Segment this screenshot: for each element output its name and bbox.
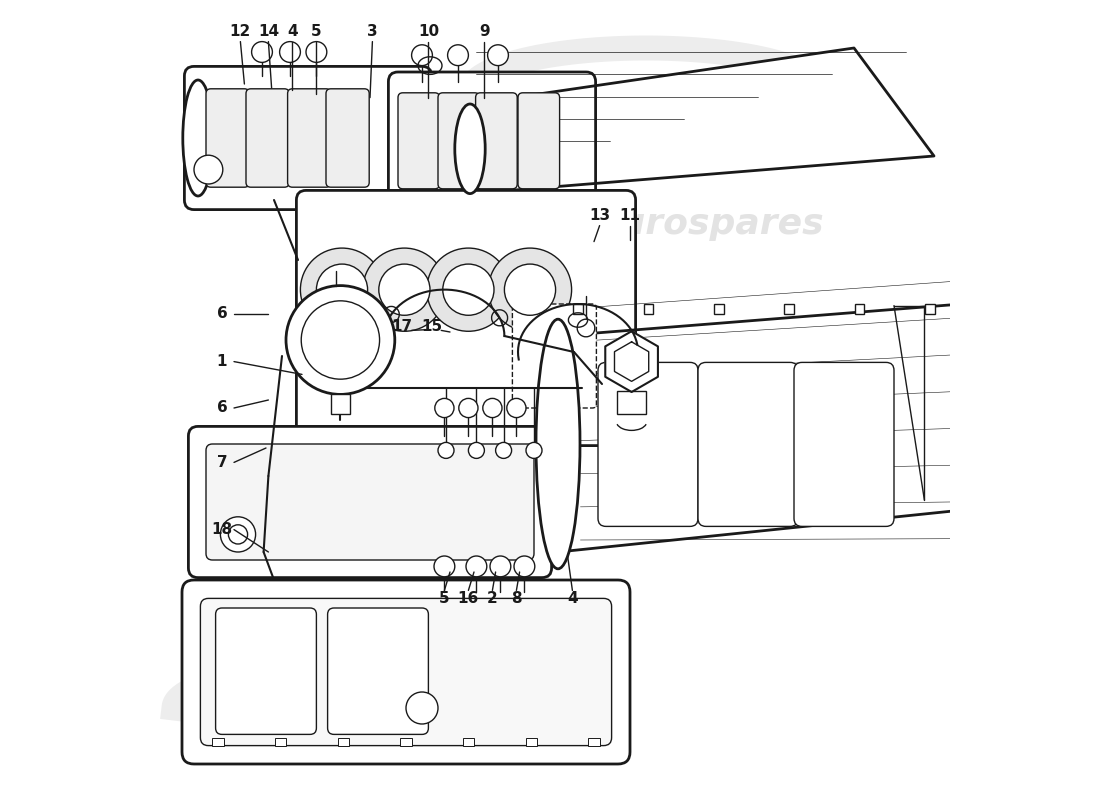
Circle shape (194, 155, 223, 184)
Text: 10: 10 (418, 25, 439, 39)
Circle shape (469, 442, 484, 458)
FancyBboxPatch shape (388, 72, 595, 210)
Circle shape (438, 442, 454, 458)
Text: 7: 7 (217, 455, 228, 470)
Text: 6: 6 (217, 401, 228, 415)
FancyBboxPatch shape (216, 608, 317, 734)
FancyBboxPatch shape (698, 362, 798, 526)
Polygon shape (558, 302, 982, 552)
Text: eurospares: eurospares (340, 647, 569, 681)
Circle shape (466, 556, 487, 577)
FancyBboxPatch shape (185, 66, 431, 210)
Text: 15: 15 (421, 319, 442, 334)
Circle shape (363, 248, 446, 331)
Circle shape (459, 398, 478, 418)
FancyBboxPatch shape (338, 738, 349, 746)
Ellipse shape (536, 319, 580, 569)
Text: 6: 6 (217, 306, 228, 321)
Circle shape (301, 301, 380, 379)
FancyBboxPatch shape (206, 444, 534, 560)
Ellipse shape (454, 104, 485, 194)
Circle shape (229, 525, 248, 544)
Text: 18: 18 (211, 522, 232, 537)
Circle shape (483, 398, 502, 418)
FancyBboxPatch shape (714, 304, 724, 314)
FancyBboxPatch shape (463, 738, 474, 746)
FancyBboxPatch shape (331, 394, 350, 414)
Circle shape (252, 42, 273, 62)
Text: 5: 5 (439, 591, 450, 606)
Circle shape (434, 398, 454, 418)
FancyBboxPatch shape (326, 89, 370, 187)
Text: 14: 14 (257, 25, 279, 39)
FancyBboxPatch shape (794, 362, 894, 526)
Text: 8: 8 (512, 591, 521, 606)
FancyBboxPatch shape (784, 304, 794, 314)
Text: 16: 16 (458, 591, 478, 606)
Text: 9: 9 (480, 25, 490, 39)
Polygon shape (605, 331, 658, 392)
Text: 4: 4 (287, 25, 298, 39)
FancyBboxPatch shape (526, 738, 537, 746)
FancyBboxPatch shape (296, 190, 636, 446)
Text: 2: 2 (487, 591, 498, 606)
Circle shape (514, 556, 535, 577)
Text: 5: 5 (311, 25, 321, 39)
FancyBboxPatch shape (287, 89, 331, 187)
Text: 12: 12 (230, 25, 251, 39)
Text: 17: 17 (392, 319, 412, 334)
FancyBboxPatch shape (188, 426, 551, 578)
FancyBboxPatch shape (518, 93, 560, 189)
FancyBboxPatch shape (573, 304, 583, 314)
FancyBboxPatch shape (328, 608, 428, 734)
Circle shape (286, 286, 395, 394)
Circle shape (306, 42, 327, 62)
Circle shape (300, 248, 384, 331)
Polygon shape (470, 48, 934, 194)
Text: 11: 11 (619, 209, 640, 223)
FancyBboxPatch shape (182, 580, 630, 764)
FancyBboxPatch shape (246, 89, 289, 187)
Circle shape (279, 42, 300, 62)
Circle shape (496, 442, 512, 458)
FancyBboxPatch shape (588, 738, 600, 746)
Circle shape (488, 248, 572, 331)
Circle shape (434, 556, 454, 577)
Circle shape (427, 248, 510, 331)
Circle shape (411, 45, 432, 66)
FancyBboxPatch shape (438, 93, 480, 189)
FancyBboxPatch shape (200, 598, 612, 746)
FancyBboxPatch shape (400, 738, 411, 746)
FancyBboxPatch shape (206, 89, 250, 187)
FancyBboxPatch shape (513, 304, 596, 408)
FancyBboxPatch shape (398, 93, 440, 189)
Text: 4: 4 (568, 591, 578, 606)
Ellipse shape (962, 328, 1001, 522)
Circle shape (317, 264, 367, 315)
Text: 3: 3 (367, 25, 377, 39)
FancyBboxPatch shape (598, 362, 698, 526)
Text: 13: 13 (588, 209, 610, 223)
FancyBboxPatch shape (644, 304, 653, 314)
FancyBboxPatch shape (925, 304, 935, 314)
Ellipse shape (183, 80, 213, 196)
Circle shape (487, 45, 508, 66)
FancyBboxPatch shape (275, 738, 286, 746)
FancyBboxPatch shape (475, 93, 517, 189)
FancyBboxPatch shape (212, 738, 223, 746)
Circle shape (526, 442, 542, 458)
FancyBboxPatch shape (855, 304, 865, 314)
Circle shape (490, 556, 510, 577)
Circle shape (406, 692, 438, 724)
Circle shape (443, 264, 494, 315)
FancyBboxPatch shape (617, 391, 646, 414)
Text: eurospares: eurospares (596, 207, 824, 241)
Circle shape (378, 264, 430, 315)
Circle shape (507, 398, 526, 418)
Circle shape (220, 517, 255, 552)
Text: 1: 1 (217, 354, 228, 369)
Circle shape (448, 45, 469, 66)
Circle shape (505, 264, 556, 315)
